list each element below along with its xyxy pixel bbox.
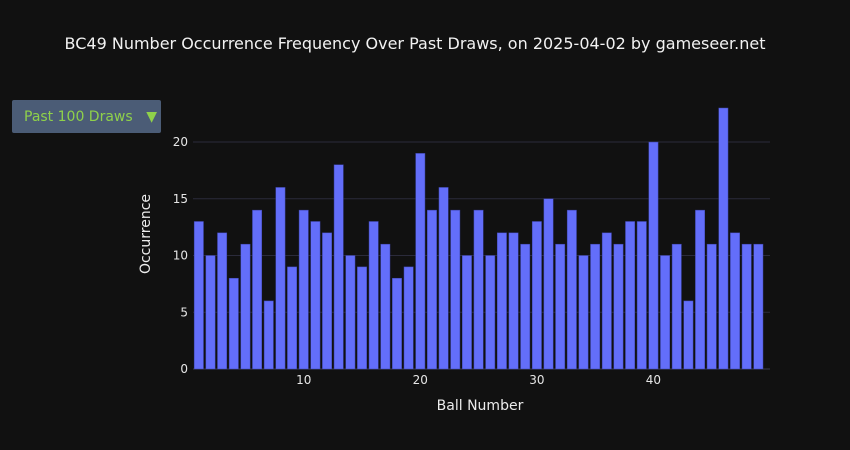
bar-ball-44[interactable]	[695, 209, 705, 370]
chart-title: BC49 Number Occurrence Frequency Over Pa…	[64, 34, 766, 53]
bar-ball-39[interactable]	[636, 221, 647, 370]
bar-ball-41[interactable]	[660, 255, 671, 370]
bar-ball-25[interactable]	[473, 209, 484, 370]
bar-ball-23[interactable]	[450, 209, 461, 370]
bar-ball-12[interactable]	[322, 232, 332, 370]
bar-ball-49[interactable]	[753, 243, 764, 370]
bar-ball-18[interactable]	[392, 277, 402, 370]
y-tick-label: 0	[180, 362, 188, 376]
x-tick-label: 30	[529, 373, 544, 387]
y-tick-label: 5	[180, 305, 188, 319]
bar-ball-24[interactable]	[462, 255, 472, 370]
bar-ball-7[interactable]	[263, 300, 274, 370]
draw-range-label: Past 100 Draws	[24, 108, 133, 125]
bar-ball-1[interactable]	[193, 221, 204, 370]
bar-ball-35[interactable]	[590, 243, 601, 370]
bar-ball-17[interactable]	[380, 243, 391, 370]
bar-ball-26[interactable]	[485, 255, 496, 370]
bar-ball-40[interactable]	[648, 141, 659, 370]
bar-ball-11[interactable]	[310, 221, 321, 370]
bar-ball-38[interactable]	[625, 221, 636, 370]
bar-ball-29[interactable]	[520, 243, 531, 370]
bar-ball-31[interactable]	[543, 198, 554, 370]
bar-ball-46[interactable]	[718, 107, 729, 370]
bar-ball-28[interactable]	[508, 232, 519, 370]
bar-ball-45[interactable]	[706, 243, 717, 370]
bar-ball-47[interactable]	[730, 232, 740, 370]
draw-range-dropdown[interactable]: Past 100 Draws ▼	[12, 100, 161, 133]
bar-ball-36[interactable]	[601, 232, 612, 370]
bar-ball-8[interactable]	[275, 187, 286, 370]
bar-ball-9[interactable]	[287, 266, 297, 370]
y-tick-label: 10	[173, 249, 188, 263]
x-tick-label: 40	[646, 373, 661, 387]
bar-ball-20[interactable]	[415, 153, 426, 370]
x-tick-label: 20	[413, 373, 428, 387]
bar-ball-48[interactable]	[741, 243, 752, 370]
y-tick-label: 20	[173, 135, 188, 149]
bar-ball-22[interactable]	[438, 187, 449, 370]
bar-ball-4[interactable]	[228, 277, 239, 370]
x-axis-title: Ball Number	[437, 398, 524, 414]
bar-ball-32[interactable]	[555, 243, 566, 370]
bar-ball-27[interactable]	[496, 232, 507, 370]
y-tick-label: 15	[173, 192, 188, 206]
bar-ball-14[interactable]	[345, 255, 356, 370]
bar-ball-42[interactable]	[671, 243, 682, 370]
bar-ball-13[interactable]	[333, 164, 344, 370]
bar-ball-3[interactable]	[217, 232, 228, 370]
y-axis-title: Occurrence	[138, 194, 154, 274]
x-tick-label: 10	[296, 373, 311, 387]
chevron-down-icon: ▼	[146, 108, 157, 125]
bar-ball-34[interactable]	[578, 255, 589, 370]
bar-ball-19[interactable]	[403, 266, 414, 370]
bar-ball-2[interactable]	[205, 255, 216, 370]
bar-ball-37[interactable]	[613, 243, 624, 370]
bar-ball-6[interactable]	[252, 209, 263, 370]
bar-ball-16[interactable]	[368, 221, 379, 370]
tick-labels: 0 5 10 15 20 10 20 30 40	[173, 135, 661, 387]
bar-ball-5[interactable]	[240, 243, 251, 370]
bars	[193, 107, 764, 370]
bar-ball-43[interactable]	[683, 300, 694, 370]
bar-ball-15[interactable]	[357, 266, 367, 370]
bar-ball-33[interactable]	[566, 209, 577, 370]
bar-ball-30[interactable]	[531, 221, 542, 370]
bar-ball-21[interactable]	[427, 209, 437, 370]
bar-ball-10[interactable]	[298, 209, 309, 370]
